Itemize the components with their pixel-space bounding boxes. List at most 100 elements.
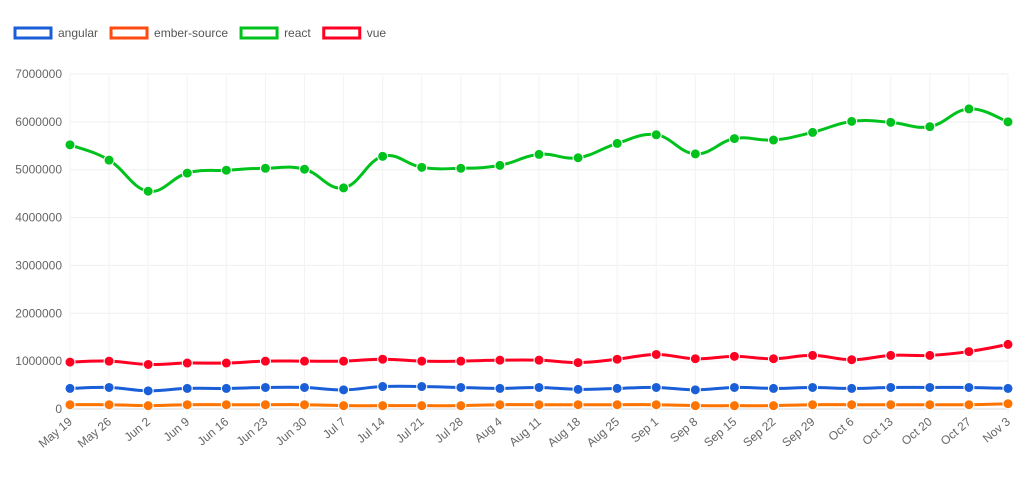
data-point-angular bbox=[299, 381, 310, 393]
data-point-react bbox=[689, 148, 701, 160]
data-point-react bbox=[181, 167, 193, 179]
data-point-angular bbox=[377, 381, 389, 393]
data-point-vue bbox=[846, 354, 858, 366]
data-point-vue bbox=[64, 356, 76, 368]
y-tick-label: 4000000 bbox=[15, 211, 62, 225]
data-point-angular bbox=[142, 385, 154, 397]
data-point-ember-source bbox=[611, 399, 623, 411]
data-point-angular bbox=[494, 382, 506, 394]
data-point-vue bbox=[455, 355, 467, 367]
y-tick-label: 1000000 bbox=[15, 354, 62, 368]
x-tick-label: Jun 23 bbox=[234, 414, 271, 448]
data-point-vue bbox=[142, 358, 154, 370]
data-point-ember-source bbox=[103, 399, 115, 411]
data-point-angular bbox=[64, 382, 76, 394]
data-point-react bbox=[103, 154, 115, 166]
data-point-vue bbox=[533, 354, 545, 366]
y-tick-label: 0 bbox=[55, 402, 62, 416]
data-point-ember-source bbox=[377, 400, 389, 412]
data-point-react bbox=[650, 129, 662, 141]
series-lines bbox=[64, 103, 1014, 412]
data-point-vue bbox=[611, 353, 623, 365]
data-point-react bbox=[533, 148, 545, 160]
data-point-ember-source bbox=[259, 399, 271, 411]
data-point-ember-source bbox=[846, 399, 858, 411]
legend-swatch-vue bbox=[322, 26, 362, 40]
data-point-angular bbox=[963, 381, 975, 393]
x-tick-label: Oct 6 bbox=[826, 414, 857, 443]
data-point-vue bbox=[807, 349, 819, 361]
data-point-react bbox=[377, 150, 389, 162]
data-point-angular bbox=[1002, 382, 1014, 394]
data-point-vue bbox=[259, 355, 271, 367]
data-point-react bbox=[220, 164, 232, 176]
data-point-ember-source bbox=[64, 399, 76, 411]
legend-swatch-ember-source bbox=[109, 26, 149, 40]
x-tick-label: Sep 1 bbox=[628, 414, 661, 445]
data-point-react bbox=[299, 163, 310, 175]
data-point-ember-source bbox=[220, 399, 232, 411]
x-tick-label: Aug 4 bbox=[472, 414, 505, 445]
legend-label-angular: angular bbox=[58, 26, 98, 40]
data-point-react bbox=[416, 161, 428, 173]
data-point-ember-source bbox=[338, 400, 350, 412]
data-point-react bbox=[572, 152, 584, 164]
x-axis: May 19 May 26 Jun 2 Jun 9 Jun 16 Jun 23 Jun 30… bbox=[36, 414, 1013, 450]
data-point-ember-source bbox=[142, 400, 154, 412]
data-point-vue bbox=[220, 357, 232, 369]
data-point-vue bbox=[885, 349, 897, 361]
x-tick-label: May 19 bbox=[36, 414, 75, 450]
data-point-ember-source bbox=[572, 399, 584, 411]
x-tick-label: Jul 28 bbox=[432, 414, 466, 446]
data-point-ember-source bbox=[533, 399, 545, 411]
x-tick-label: May 26 bbox=[75, 414, 114, 450]
y-tick-label: 5000000 bbox=[15, 163, 62, 177]
x-tick-label: Sep 15 bbox=[701, 414, 739, 449]
data-point-vue bbox=[299, 355, 310, 367]
data-point-vue bbox=[963, 346, 975, 358]
x-tick-label: Aug 11 bbox=[506, 414, 544, 449]
data-point-vue bbox=[768, 353, 779, 365]
x-tick-label: Aug 25 bbox=[584, 414, 622, 449]
x-tick-label: Oct 13 bbox=[860, 414, 896, 448]
data-point-ember-source bbox=[416, 400, 428, 412]
x-tick-label: Jun 16 bbox=[195, 414, 232, 448]
data-point-angular bbox=[768, 382, 779, 394]
data-point-react bbox=[494, 159, 506, 171]
data-point-react bbox=[259, 162, 271, 174]
data-point-react bbox=[64, 139, 76, 151]
data-point-react bbox=[728, 133, 740, 145]
y-tick-label: 7000000 bbox=[15, 67, 62, 81]
legend-label-vue: vue bbox=[367, 26, 387, 40]
data-point-react bbox=[807, 126, 819, 138]
legend-label-react: react bbox=[284, 26, 311, 40]
data-point-react bbox=[338, 182, 350, 194]
data-point-angular bbox=[807, 381, 819, 393]
data-point-angular bbox=[689, 384, 701, 396]
data-point-vue bbox=[924, 349, 936, 361]
data-point-react bbox=[885, 116, 897, 128]
data-point-angular bbox=[455, 381, 467, 393]
data-point-react bbox=[924, 121, 936, 133]
data-point-angular bbox=[181, 382, 193, 394]
data-point-ember-source bbox=[650, 399, 662, 411]
data-point-ember-source bbox=[299, 399, 310, 411]
y-tick-label: 3000000 bbox=[15, 258, 62, 272]
x-tick-label: Jul 14 bbox=[354, 414, 388, 446]
data-point-angular bbox=[846, 382, 858, 394]
legend-swatch-react bbox=[239, 26, 279, 40]
x-tick-label: Sep 22 bbox=[740, 414, 778, 449]
x-tick-label: Jul 7 bbox=[320, 414, 349, 441]
data-point-ember-source bbox=[885, 399, 897, 411]
data-point-angular bbox=[220, 382, 232, 394]
x-tick-label: Sep 8 bbox=[667, 414, 700, 445]
data-point-ember-source bbox=[768, 400, 779, 412]
x-tick-label: Oct 27 bbox=[938, 414, 974, 448]
data-point-angular bbox=[924, 381, 936, 393]
data-point-ember-source bbox=[494, 399, 506, 411]
data-point-ember-source bbox=[455, 400, 467, 412]
data-point-ember-source bbox=[1002, 398, 1014, 410]
x-tick-label: Jul 21 bbox=[393, 414, 427, 446]
data-point-vue bbox=[103, 355, 115, 367]
